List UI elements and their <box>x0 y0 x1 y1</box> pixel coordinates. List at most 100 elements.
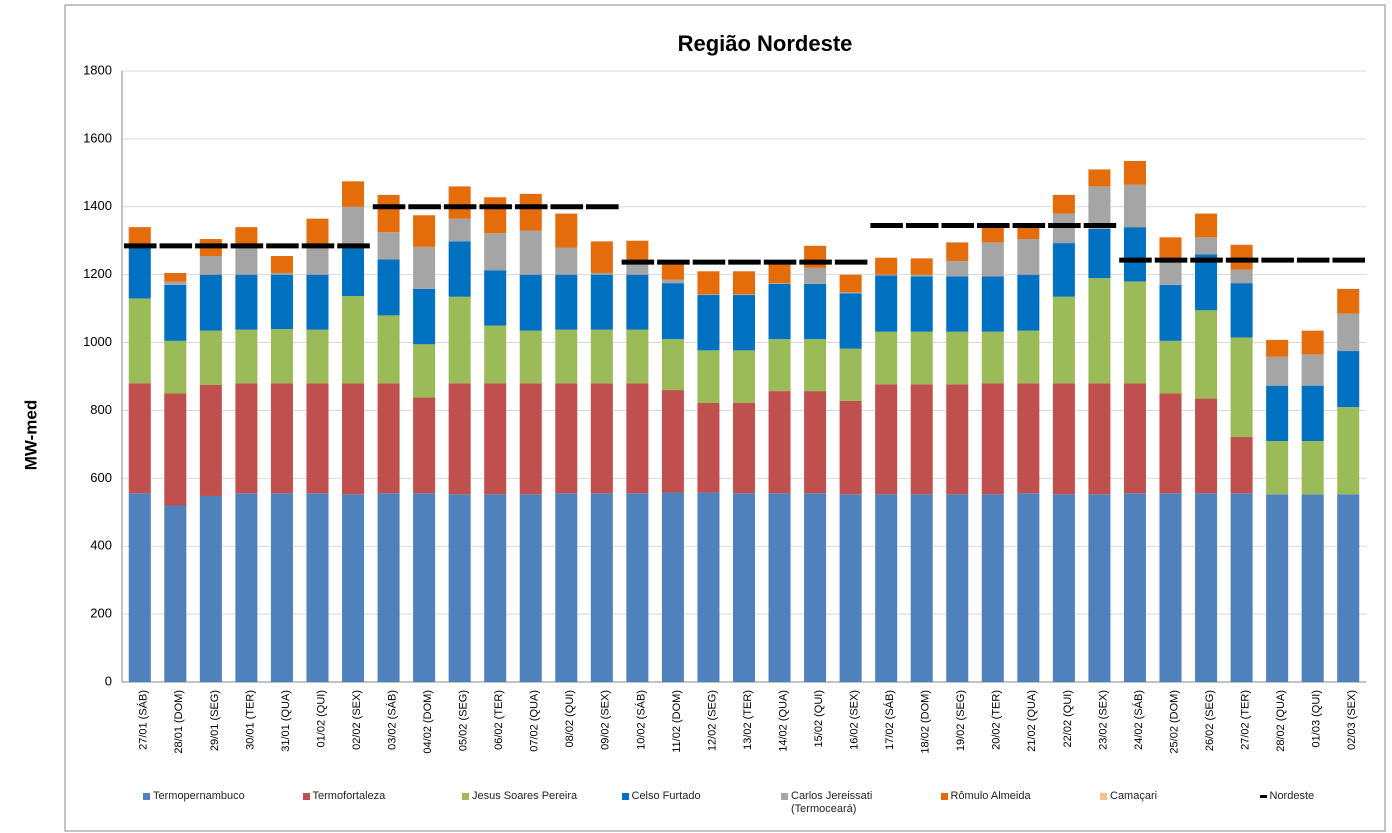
bar-segment <box>377 315 400 384</box>
bar-segment <box>342 206 365 248</box>
y-tick-label: 1200 <box>83 266 112 281</box>
legend-label: Celso Furtado <box>631 790 701 802</box>
bar-segment <box>519 230 542 275</box>
y-axis-label: MW-med <box>21 400 40 470</box>
x-tick-label: 09/02 (SEX) <box>600 690 612 750</box>
bar-segment <box>910 258 933 275</box>
bar-segment <box>555 274 578 330</box>
bar-segment <box>661 261 684 280</box>
bar-segment <box>448 494 471 682</box>
bar-segment <box>413 215 436 247</box>
bar-segment <box>1337 313 1360 352</box>
bar-segment <box>1123 184 1146 228</box>
x-tick-label: 06/02 (TER) <box>493 690 505 750</box>
bar-segment <box>732 295 756 351</box>
legend-item: Carlos Jereissati (Termoceará) <box>781 790 931 816</box>
bar-segment <box>768 283 791 284</box>
x-tick-label: 10/02 (SÁB) <box>634 690 647 750</box>
legend-item: Jesus Soares Pereira <box>462 790 612 803</box>
bar-segment <box>413 397 436 494</box>
bar-segment <box>626 274 649 330</box>
legend-item: Celso Furtado <box>621 790 772 803</box>
bar-segment <box>1195 237 1218 255</box>
bar-segment <box>839 293 862 349</box>
bar-segment <box>768 283 791 340</box>
bar-segment <box>448 218 471 242</box>
bar-segment <box>555 213 578 248</box>
chart-frame <box>64 4 1386 832</box>
y-tick-label: 0 <box>105 673 112 688</box>
bar-segment <box>1337 288 1360 314</box>
bar-segment <box>910 331 933 385</box>
bar-segment <box>804 391 827 494</box>
legend-swatch <box>940 793 948 800</box>
bar-segment <box>768 339 791 392</box>
y-tick-label: 200 <box>90 606 112 621</box>
bar-segment <box>128 298 151 384</box>
legend-label: Carlos Jereissati (Termoceará) <box>791 790 873 815</box>
bar-segment <box>1230 244 1253 270</box>
bar-segment <box>1017 493 1040 682</box>
x-tick-label: 16/02 (SEX) <box>849 690 861 750</box>
legend-swatch <box>1259 795 1267 798</box>
bar-segment <box>661 279 684 284</box>
bar-segment <box>946 261 969 277</box>
bar-segment <box>1123 383 1146 494</box>
bar-segment <box>697 271 720 295</box>
bar-segment <box>590 493 613 682</box>
bar-segment <box>626 493 649 682</box>
bar-segment <box>732 350 756 403</box>
bar-segment <box>1230 436 1253 494</box>
bar-segment <box>981 331 1004 384</box>
bar-segment <box>697 350 720 403</box>
x-tick-label: 22/02 (QUI) <box>1062 690 1074 747</box>
bar-segment <box>839 494 862 682</box>
x-tick-label: 23/02 (SEX) <box>1097 690 1109 750</box>
bar-segment <box>732 402 756 494</box>
bar-segment <box>839 274 862 293</box>
bar-segment <box>910 274 933 277</box>
bar-segment <box>661 492 684 682</box>
bar-segment <box>946 494 969 682</box>
bar-segment <box>626 383 649 494</box>
legend-swatch <box>781 793 788 800</box>
bar-segment <box>697 295 720 351</box>
y-tick-label: 1800 <box>83 62 112 77</box>
bar-segment <box>342 494 365 682</box>
bar-segment <box>306 274 329 330</box>
bar-segment <box>946 384 969 495</box>
y-tick-label: 400 <box>90 538 112 553</box>
bar-segment <box>270 274 293 329</box>
bar-segment <box>1088 278 1111 384</box>
bar-segment <box>1052 494 1075 682</box>
bar-segment <box>484 383 507 495</box>
x-tick-label: 14/02 (QUA) <box>777 690 789 752</box>
bar-segment <box>1052 213 1075 244</box>
bar-segment <box>1195 398 1218 494</box>
bar-segment <box>199 255 222 275</box>
bar-segment <box>164 281 187 285</box>
bar-segment <box>519 330 542 384</box>
bar-segment <box>590 272 613 275</box>
bar-segment <box>199 274 222 331</box>
bar-segment <box>1052 296 1075 384</box>
bar-segment <box>270 383 293 494</box>
x-tick-label: 20/02 (TER) <box>991 690 1003 750</box>
x-tick-label: 08/02 (QUI) <box>564 690 576 747</box>
bar-segment <box>199 495 222 682</box>
x-tick-label: 30/01 (TER) <box>244 690 256 750</box>
bar-segment <box>1052 194 1075 214</box>
legend-label: Jesus Soares Pereira <box>472 790 578 802</box>
bar-segment <box>448 186 471 219</box>
x-tick-label: 19/02 (SEG) <box>955 690 967 751</box>
bar-segment <box>768 261 791 284</box>
legend-item: Termopernambuco <box>143 790 293 803</box>
legend-label: Camaçari <box>1110 790 1158 802</box>
y-tick-label: 1400 <box>83 198 112 213</box>
y-tick-label: 1600 <box>83 130 112 145</box>
bar-segment <box>590 383 613 494</box>
bar-segment <box>1266 440 1289 495</box>
bar-segment <box>875 257 898 275</box>
bar-segment <box>590 329 613 384</box>
bar-segment <box>1088 186 1111 229</box>
